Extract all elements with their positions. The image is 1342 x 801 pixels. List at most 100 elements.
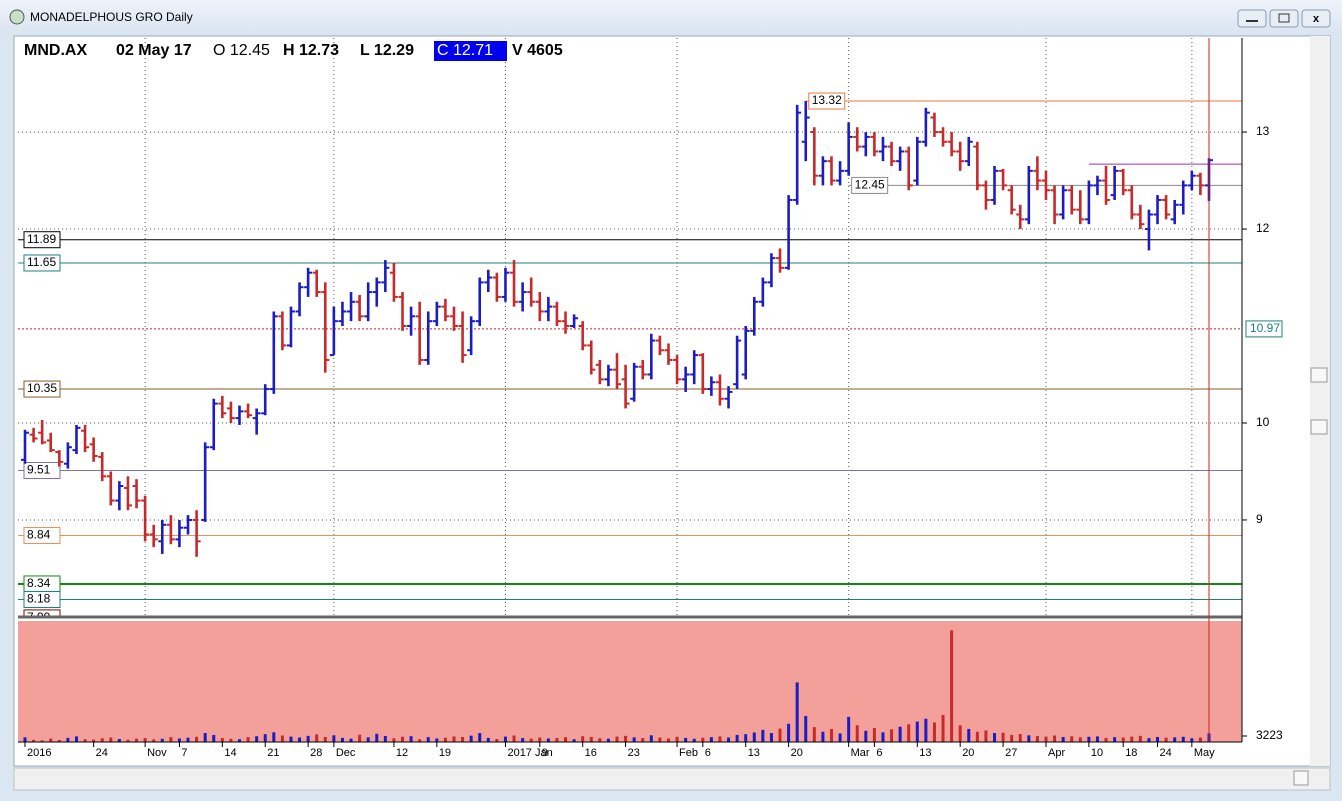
level-label: 12.45: [855, 178, 885, 192]
volume-bar: [932, 722, 936, 742]
x-tick-label: Dec: [336, 747, 356, 759]
x-tick-label: 9: [542, 747, 548, 759]
x-tick-label: 27: [1005, 747, 1017, 759]
scroll-thumb[interactable]: [1310, 419, 1328, 435]
volume-bar: [255, 736, 259, 742]
volume-bar: [821, 731, 825, 742]
volume-bar: [1095, 736, 1099, 742]
volume-bar: [572, 739, 576, 742]
x-tick-label: 24: [1160, 747, 1172, 759]
restore-icon: [1278, 13, 1290, 23]
x-tick-label: 10: [1091, 747, 1103, 759]
volume-bar: [23, 737, 27, 742]
y-tick-label: 10: [1256, 415, 1270, 429]
volume-bar: [1104, 737, 1108, 742]
x-tick-label: 20: [791, 747, 803, 759]
volume-bar: [203, 733, 207, 742]
volume-bar: [109, 737, 113, 742]
volume-bar: [135, 738, 139, 742]
level-label: 9.51: [27, 463, 51, 477]
volume-bar: [32, 739, 36, 742]
volume-bar: [1121, 737, 1125, 742]
volume-bar: [692, 738, 696, 742]
volume-bar: [967, 728, 971, 742]
volume-bar: [649, 735, 653, 742]
volume-bar: [443, 737, 447, 742]
level-label: 10.97: [1250, 321, 1280, 335]
volume-bar: [744, 734, 748, 742]
volume-bar: [289, 736, 293, 742]
volume-bar: [872, 728, 876, 742]
volume-bar: [426, 737, 430, 742]
x-tick-label: 6: [876, 747, 882, 759]
volume-bar: [993, 733, 997, 742]
horizontal-scrollbar[interactable]: [13, 767, 1331, 791]
volume-bar: [864, 730, 868, 742]
x-tick-label: 6: [705, 747, 711, 759]
high: H 12.73: [283, 42, 339, 59]
volume-bar: [666, 738, 670, 742]
volume-bar: [898, 726, 902, 742]
x-tick-label: 18: [1125, 747, 1137, 759]
title-bar: [0, 0, 1342, 36]
volume: V 4605: [512, 42, 563, 59]
x-tick-label: 23: [628, 747, 640, 759]
close-icon: x: [1313, 13, 1320, 25]
volume-bar: [152, 739, 156, 742]
volume-bar: [195, 736, 199, 742]
minimize-button[interactable]: [1237, 9, 1267, 28]
vertical-scrollbar[interactable]: [1310, 36, 1330, 766]
volume-bar: [1164, 737, 1168, 742]
volume-bar: [735, 734, 739, 742]
volume-bar: [812, 727, 816, 742]
volume-bar: [975, 731, 979, 742]
volume-bar: [237, 739, 241, 742]
level-label: 13.32: [812, 93, 842, 107]
open: O 12.45: [213, 42, 270, 59]
volume-bar: [787, 723, 791, 742]
volume-bar: [564, 737, 568, 742]
volume-bar: [890, 729, 894, 742]
volume-bar: [727, 737, 731, 742]
volume-bar: [1147, 738, 1151, 742]
volume-bar: [598, 738, 602, 742]
volume-bar: [1027, 735, 1031, 742]
scroll-thumb[interactable]: [1310, 367, 1328, 383]
volume-bar: [641, 738, 645, 742]
app-icon: [9, 9, 25, 25]
volume-bar: [1190, 738, 1194, 742]
restore-button[interactable]: [1269, 9, 1299, 28]
volume-bar: [349, 738, 353, 742]
volume-bar: [92, 739, 96, 742]
x-tick-label: May: [1194, 747, 1215, 759]
volume-panel: [18, 621, 1242, 742]
volume-bar: [117, 739, 121, 742]
close-button[interactable]: [1301, 9, 1331, 28]
volume-bar: [1018, 733, 1022, 742]
volume-bar: [40, 740, 44, 742]
volume-bar: [229, 738, 233, 742]
level-label-box: [808, 92, 846, 110]
volume-bar: [658, 737, 662, 742]
volume-bar: [315, 734, 319, 742]
y-tick-label: 13: [1256, 124, 1270, 138]
x-tick-label: 21: [267, 747, 279, 759]
volume-bar: [435, 738, 439, 742]
y-tick-label: 9: [1256, 512, 1263, 526]
scroll-thumb[interactable]: [1293, 770, 1309, 786]
date: 02 May 17: [116, 42, 192, 59]
volume-bar: [57, 739, 61, 742]
volume-bar: [761, 729, 765, 742]
volume-bar: [838, 733, 842, 742]
level-label-box: [23, 590, 61, 608]
volume-bar: [1113, 737, 1117, 742]
volume-bar: [984, 730, 988, 742]
volume-bar: [847, 716, 851, 742]
x-tick-label: Apr: [1048, 747, 1065, 759]
volume-bar: [49, 738, 53, 742]
x-tick-label: 7: [181, 747, 187, 759]
volume-bar: [1181, 736, 1185, 742]
volume-bar: [752, 732, 756, 742]
level-label: 8.18: [27, 592, 51, 606]
volume-bar: [298, 737, 302, 742]
